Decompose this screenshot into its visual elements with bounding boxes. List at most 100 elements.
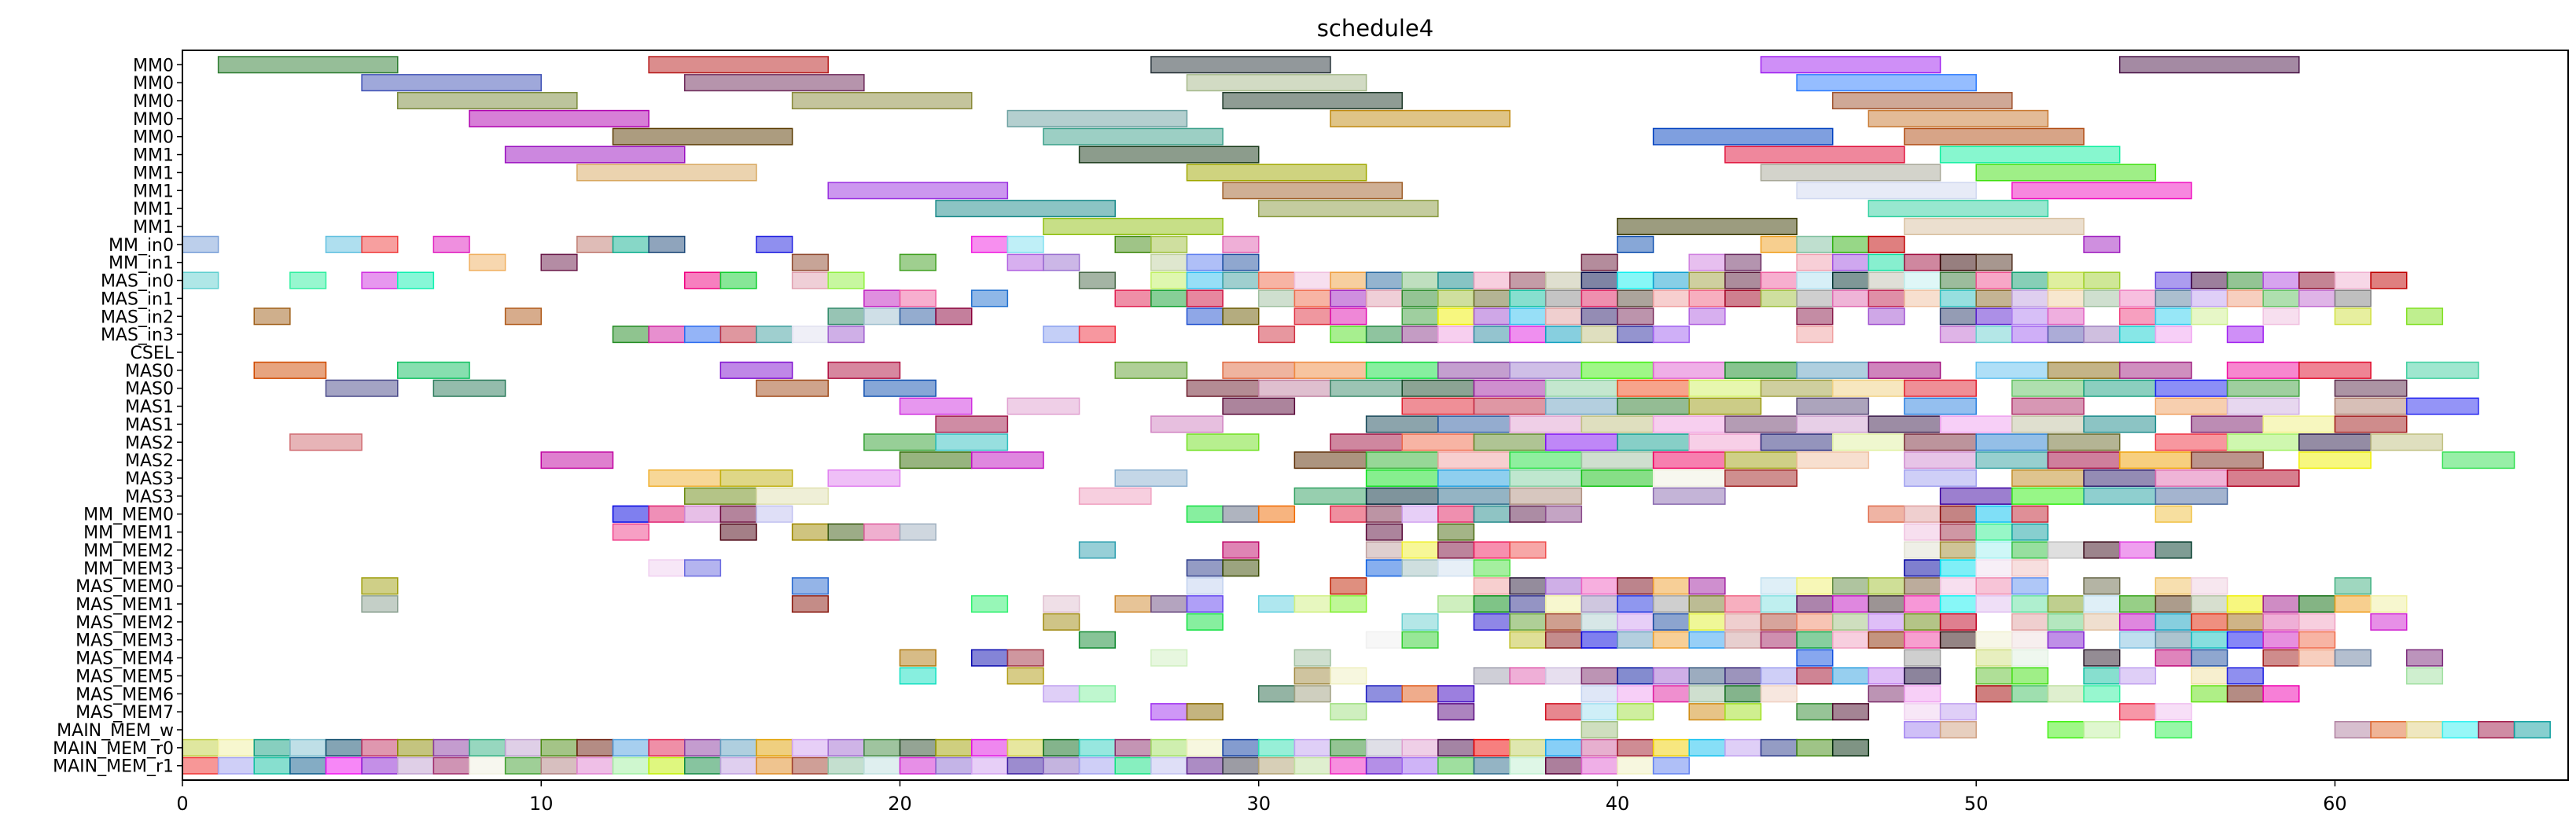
task-bar xyxy=(1904,577,1941,595)
task-bar xyxy=(935,738,973,757)
task-bar xyxy=(1904,613,1941,631)
task-bar xyxy=(1186,505,1224,523)
task-bar xyxy=(1688,667,1726,685)
y-tick-label: MAS_MEM3 xyxy=(75,631,174,651)
task-bar xyxy=(1401,613,1439,631)
task-bar xyxy=(1365,487,1439,505)
task-bar xyxy=(289,738,327,757)
task-bar xyxy=(540,253,578,271)
task-bar xyxy=(1831,433,1905,451)
task-bar xyxy=(2047,595,2085,613)
y-tick-label: MAS_in0 xyxy=(101,272,174,292)
task-bar xyxy=(863,307,901,326)
y-tick-label: MM0 xyxy=(133,56,174,75)
task-bar xyxy=(1688,433,1762,451)
task-bar xyxy=(1114,469,1188,488)
task-bar xyxy=(2191,595,2228,613)
task-bar xyxy=(791,523,829,541)
task-bar xyxy=(1473,271,1511,289)
task-bar xyxy=(2298,595,2336,613)
task-bar xyxy=(2011,397,2085,415)
task-bar xyxy=(2191,667,2228,685)
task-bar xyxy=(504,145,686,164)
task-bar xyxy=(1796,326,1834,344)
task-bar xyxy=(2155,577,2192,595)
task-bar xyxy=(2011,271,2049,289)
task-bar xyxy=(2405,649,2444,667)
task-bar xyxy=(1652,361,1726,379)
task-bar xyxy=(1257,379,1331,397)
task-bar xyxy=(2083,595,2121,613)
task-bar xyxy=(1078,271,1116,289)
task-bar xyxy=(1796,289,1834,307)
task-bar xyxy=(2083,379,2157,397)
y-tick-label: MM1 xyxy=(133,200,174,219)
task-bar xyxy=(1688,685,1726,703)
task-bar xyxy=(1186,703,1224,721)
task-bar xyxy=(2226,595,2264,613)
task-bar xyxy=(2011,487,2085,505)
task-bar xyxy=(1365,738,1403,757)
task-bar xyxy=(2226,433,2300,451)
task-bar xyxy=(1904,541,1941,559)
task-bar xyxy=(1544,271,1583,289)
y-tick-label: MAIN_MEM_w xyxy=(57,721,174,741)
task-bar xyxy=(540,738,578,757)
y-tick-label: MAS1 xyxy=(125,398,174,418)
task-bar xyxy=(683,487,757,505)
task-bar xyxy=(1006,757,1044,775)
task-bar xyxy=(432,757,470,775)
task-bar xyxy=(1437,469,1511,488)
task-bar xyxy=(1868,361,1941,379)
task-bar xyxy=(1831,631,1870,649)
task-bar xyxy=(1975,541,2013,559)
task-bar xyxy=(1401,326,1439,344)
task-bar xyxy=(1294,649,1331,667)
task-bar xyxy=(1975,667,2013,685)
x-axis: 0 10 20 30 40 50 60 xyxy=(176,780,2347,815)
task-bar xyxy=(1544,613,1583,631)
task-bar xyxy=(1509,289,1547,307)
task-bar xyxy=(1186,738,1224,757)
task-bar xyxy=(1365,685,1403,703)
task-bar xyxy=(1617,595,1654,613)
task-bar xyxy=(1509,757,1547,775)
task-bar xyxy=(1904,433,1977,451)
task-bar xyxy=(1652,685,1690,703)
task-bar xyxy=(1652,613,1690,631)
task-bar xyxy=(2118,595,2157,613)
task-bar xyxy=(1006,109,1188,127)
task-bar xyxy=(396,271,435,289)
task-bar xyxy=(683,505,722,523)
task-bar xyxy=(756,738,793,757)
task-bar xyxy=(1150,595,1188,613)
task-bar xyxy=(1581,720,1618,739)
task-bar xyxy=(1294,307,1331,326)
task-bar xyxy=(1437,757,1475,775)
task-bar xyxy=(1509,505,1547,523)
task-bar xyxy=(1114,757,1152,775)
y-tick-label: MAS_MEM1 xyxy=(75,595,174,615)
task-bar xyxy=(863,738,901,757)
task-bar xyxy=(1186,74,1367,92)
task-bar xyxy=(1401,631,1439,649)
task-bar xyxy=(1652,757,1690,775)
task-bar xyxy=(1544,577,1583,595)
task-bar xyxy=(1473,289,1511,307)
task-bar xyxy=(612,523,650,541)
task-bar xyxy=(1509,667,1547,685)
task-bar xyxy=(1509,613,1547,631)
task-bar xyxy=(1760,433,1834,451)
task-bar xyxy=(1724,613,1762,631)
y-tick-label: MAS_MEM7 xyxy=(75,703,174,723)
task-bar xyxy=(1652,326,1690,344)
task-bar xyxy=(2226,469,2300,488)
task-bar xyxy=(1222,559,1260,577)
task-bar xyxy=(1868,253,1905,271)
task-bar xyxy=(2011,685,2049,703)
task-bar xyxy=(2083,577,2121,595)
task-bar xyxy=(1330,307,1367,326)
task-bar xyxy=(1868,289,1905,307)
task-bar xyxy=(1473,505,1511,523)
task-bar xyxy=(2405,720,2444,739)
